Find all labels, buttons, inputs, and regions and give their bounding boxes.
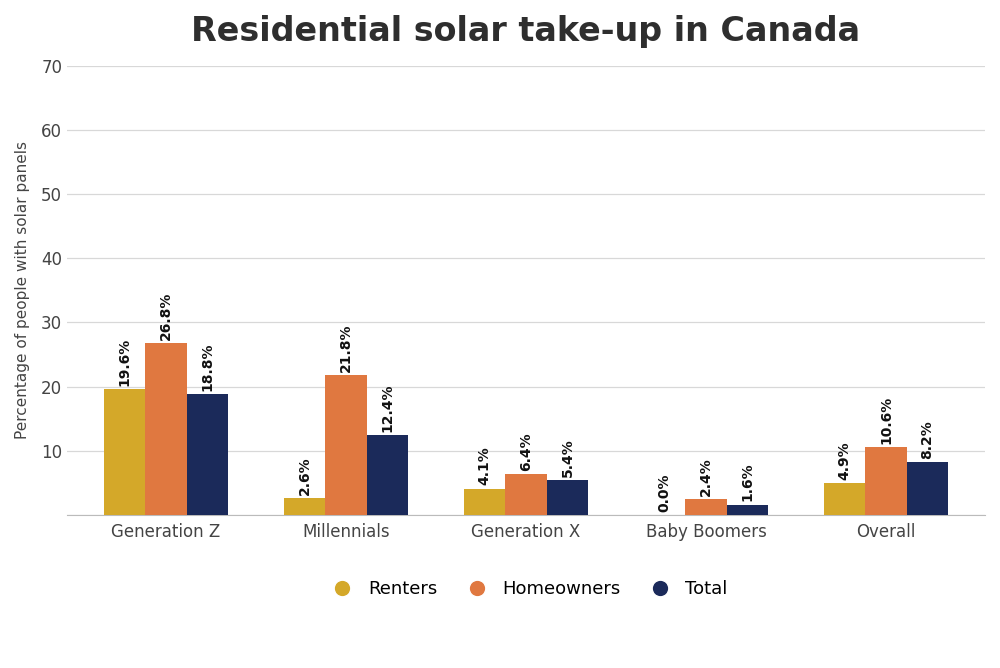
Bar	[187, 394, 228, 515]
Text: 21.8%: 21.8%	[339, 323, 353, 372]
Bar	[824, 484, 865, 515]
Title: Residential solar take-up in Canada: Residential solar take-up in Canada	[191, 15, 861, 48]
Text: 12.4%: 12.4%	[380, 383, 394, 432]
Bar	[104, 389, 145, 515]
Text: 2.6%: 2.6%	[298, 456, 312, 495]
Text: 1.6%: 1.6%	[740, 463, 754, 502]
Bar	[367, 436, 408, 515]
Bar	[464, 488, 505, 515]
Bar	[325, 375, 367, 515]
Bar	[284, 498, 325, 515]
Y-axis label: Percentage of people with solar panels: Percentage of people with solar panels	[15, 142, 30, 440]
Bar	[145, 343, 187, 515]
Text: 10.6%: 10.6%	[879, 395, 893, 444]
Bar	[865, 447, 907, 515]
Bar	[685, 500, 727, 515]
Bar	[907, 462, 948, 515]
Text: 4.1%: 4.1%	[478, 447, 492, 486]
Text: 8.2%: 8.2%	[920, 420, 934, 459]
Bar	[547, 480, 588, 515]
Bar	[505, 474, 547, 515]
Text: 5.4%: 5.4%	[560, 438, 574, 477]
Text: 0.0%: 0.0%	[658, 473, 672, 512]
Text: 26.8%: 26.8%	[159, 291, 173, 340]
Text: 18.8%: 18.8%	[200, 343, 214, 391]
Text: 4.9%: 4.9%	[838, 442, 852, 480]
Text: 19.6%: 19.6%	[118, 338, 132, 386]
Bar	[727, 504, 768, 515]
Text: 6.4%: 6.4%	[519, 432, 533, 471]
Text: 2.4%: 2.4%	[699, 458, 713, 496]
Legend: Renters, Homeowners, Total: Renters, Homeowners, Total	[317, 573, 735, 606]
